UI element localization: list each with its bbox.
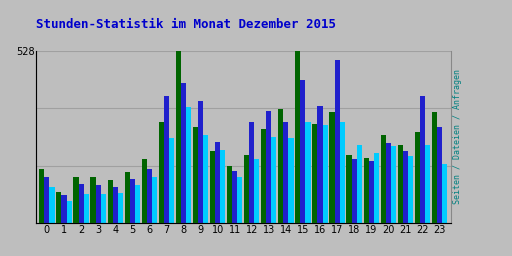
Bar xyxy=(50,187,55,223)
Bar xyxy=(91,177,96,223)
Bar xyxy=(323,125,328,223)
Bar xyxy=(288,138,293,223)
Bar xyxy=(198,101,203,223)
Bar xyxy=(357,145,362,223)
Bar xyxy=(347,155,352,223)
Bar xyxy=(261,129,266,223)
Bar xyxy=(220,150,225,223)
Bar xyxy=(203,135,208,223)
Bar xyxy=(152,177,157,223)
Bar xyxy=(329,112,334,223)
Bar xyxy=(118,194,123,223)
Bar xyxy=(227,166,232,223)
Bar xyxy=(237,177,242,223)
Bar xyxy=(339,122,345,223)
Bar xyxy=(295,51,301,223)
Bar xyxy=(45,177,50,223)
Bar xyxy=(186,108,191,223)
Bar xyxy=(101,194,106,223)
Bar xyxy=(176,51,181,223)
Bar xyxy=(164,96,169,223)
Bar xyxy=(67,201,72,223)
Bar xyxy=(301,80,306,223)
Bar xyxy=(364,158,369,223)
Bar xyxy=(244,155,249,223)
Bar xyxy=(61,195,67,223)
Bar xyxy=(420,96,425,223)
Bar xyxy=(73,177,78,223)
Bar xyxy=(83,194,89,223)
Bar xyxy=(271,137,276,223)
Text: Stunden-Statistik im Monat Dezember 2015: Stunden-Statistik im Monat Dezember 2015 xyxy=(36,18,336,31)
Bar xyxy=(39,169,45,223)
Bar xyxy=(56,192,61,223)
Bar xyxy=(442,164,447,223)
Bar xyxy=(334,60,339,223)
Bar xyxy=(437,127,442,223)
Bar xyxy=(306,122,311,223)
Bar xyxy=(398,145,403,223)
Bar xyxy=(130,179,135,223)
Bar xyxy=(135,185,140,223)
Bar xyxy=(124,172,130,223)
Bar xyxy=(78,184,83,223)
Bar xyxy=(352,159,357,223)
Bar xyxy=(254,159,260,223)
Bar xyxy=(96,185,101,223)
Bar xyxy=(215,142,220,223)
Bar xyxy=(374,153,379,223)
Bar xyxy=(425,145,430,223)
Bar xyxy=(147,169,152,223)
Bar xyxy=(159,122,164,223)
Bar xyxy=(210,151,215,223)
Bar xyxy=(181,83,186,223)
Bar xyxy=(108,180,113,223)
Bar xyxy=(169,138,174,223)
Bar xyxy=(283,122,288,223)
Bar xyxy=(278,109,283,223)
Bar xyxy=(408,156,413,223)
Bar xyxy=(432,112,437,223)
Bar xyxy=(266,111,271,223)
Bar xyxy=(415,132,420,223)
Bar xyxy=(391,146,396,223)
Bar xyxy=(369,161,374,223)
Bar xyxy=(232,171,237,223)
Bar xyxy=(386,143,391,223)
Bar xyxy=(380,135,386,223)
Bar xyxy=(249,122,254,223)
Bar xyxy=(403,151,408,223)
Bar xyxy=(193,127,198,223)
Bar xyxy=(317,106,323,223)
Bar xyxy=(312,124,317,223)
Y-axis label: Seiten / Dateien / Anfragen: Seiten / Dateien / Anfragen xyxy=(453,69,462,205)
Bar xyxy=(113,187,118,223)
Bar xyxy=(142,159,147,223)
